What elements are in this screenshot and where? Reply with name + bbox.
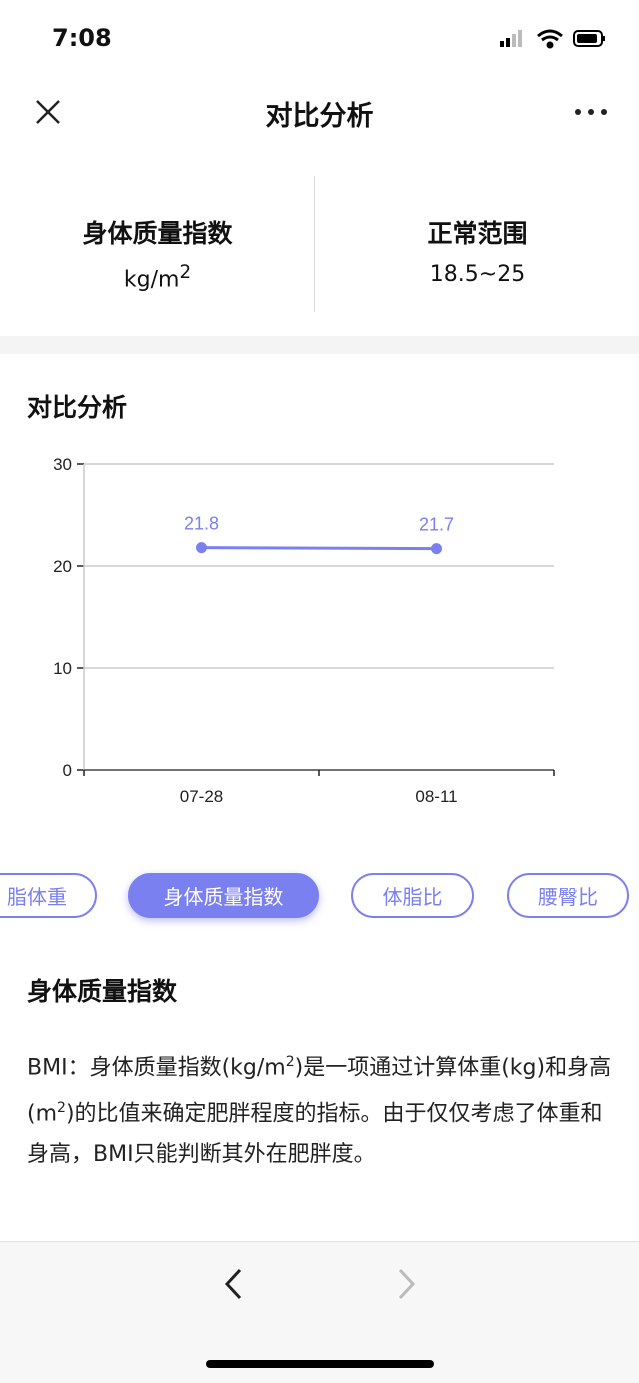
normal-range: 正常范围 18.5~25 [320, 160, 635, 336]
metric-name: 身体质量指数 [82, 219, 233, 248]
x-tick-label: 08-11 [415, 787, 457, 806]
description-text: BMI：身体质量指数(kg/m2)是一项通过计算体重(kg)和身高(m2)的比值… [27, 1054, 612, 1167]
more-icon[interactable] [574, 106, 608, 118]
data-label: 21.8 [184, 514, 219, 534]
page-title: 对比分析 [265, 101, 374, 132]
tab-chip[interactable]: 体脂比 [351, 873, 474, 918]
status-time: 7:08 [52, 24, 112, 52]
close-icon[interactable] [34, 98, 62, 126]
divider [314, 176, 315, 312]
tab-chip[interactable]: 身体质量指数 [128, 873, 319, 918]
battery-icon [573, 30, 605, 47]
metric-summary: 身体质量指数 kg/m2 正常范围 18.5~25 [0, 160, 639, 336]
tab-chip[interactable]: 脂体重 [0, 873, 97, 918]
signal-icon [500, 30, 522, 47]
back-arrow-icon[interactable] [222, 1268, 246, 1300]
home-indicator [206, 1360, 434, 1368]
status-icons [500, 29, 605, 49]
metric-info: 身体质量指数 kg/m2 [0, 160, 315, 336]
line-chart: 0 10 20 30 07-28 08-11 21.8 21.7 [53, 455, 555, 806]
range-value: 18.5~25 [429, 262, 526, 287]
wifi-icon [537, 29, 563, 49]
description-title: 身体质量指数 [27, 977, 178, 1006]
data-point [196, 542, 207, 554]
series-line [201, 546, 437, 551]
y-tick-label: 0 [63, 761, 72, 780]
bottom-toolbar [0, 1241, 639, 1383]
range-label: 正常范围 [427, 219, 528, 248]
metric-unit: kg/m2 [123, 262, 192, 293]
x-tick-label: 07-28 [180, 787, 223, 806]
y-tick-label: 10 [53, 659, 72, 678]
section-title: 对比分析 [27, 393, 128, 422]
section-gap [0, 336, 639, 354]
forward-arrow-icon[interactable] [394, 1268, 418, 1300]
data-point [431, 543, 442, 555]
data-label: 21.7 [419, 515, 454, 535]
y-tick-label: 30 [53, 455, 72, 474]
y-tick-label: 20 [53, 557, 72, 576]
tab-chip[interactable]: 腰臀比 [507, 873, 629, 918]
